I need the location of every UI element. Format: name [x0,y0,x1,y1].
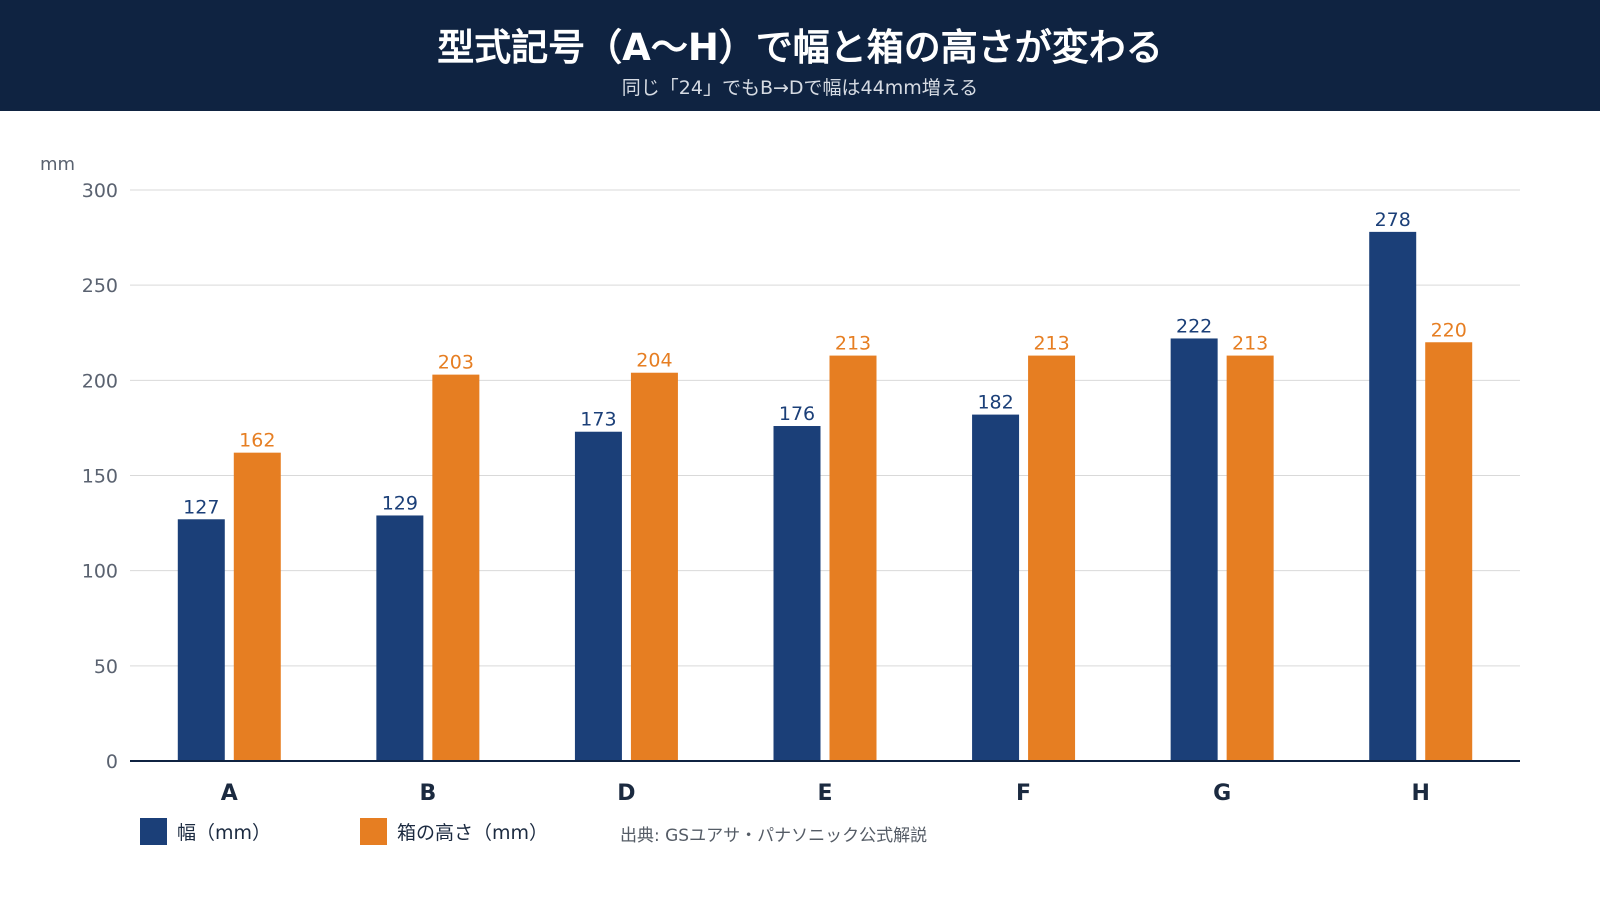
x-tick-label-G: G [1213,781,1231,806]
data-label-height-B: 203 [438,352,474,374]
legend-label-height: 箱の高さ（mm） [397,822,549,844]
data-label-width-F: 182 [977,392,1013,414]
y-tick-label: 300 [82,180,118,202]
legend: 幅（mm） 箱の高さ（mm） 出典: GSユアサ・パナソニック公式解説 [0,818,1600,848]
bar-height-B [432,374,480,761]
legend-label-width: 幅（mm） [177,822,272,844]
x-tick-label-F: F [1016,781,1031,806]
data-label-height-E: 213 [835,333,871,355]
data-label-height-G: 213 [1232,333,1268,355]
bar-height-D [630,372,678,761]
x-tick-label-D: D [617,781,635,806]
data-label-width-A: 127 [183,496,219,518]
chart-title: 型式記号（A〜H）で幅と箱の高さが変わる [437,26,1163,69]
legend-swatch-height [360,818,387,845]
x-tick-label-E: E [817,781,832,806]
data-label-height-D: 204 [636,350,672,372]
bar-width-H [1369,231,1417,761]
bar-width-G [1170,338,1218,761]
y-tick-label: 100 [82,561,118,583]
source-note: 出典: GSユアサ・パナソニック公式解説 [620,826,928,846]
bar-height-H [1425,342,1473,761]
y-tick-label: 200 [82,370,118,392]
y-tick-label: 250 [82,275,118,297]
bar-height-F [1028,355,1076,761]
legend-item-height: 箱の高さ（mm） [360,818,548,845]
data-label-width-E: 176 [779,403,815,425]
data-label-height-F: 213 [1033,333,1069,355]
data-label-height-H: 220 [1431,319,1467,341]
bar-height-E [829,355,877,761]
y-tick-label: 0 [106,751,118,773]
legend-item-width: 幅（mm） [140,818,271,845]
data-label-width-D: 173 [580,409,616,431]
bar-width-B [376,515,424,761]
data-label-width-G: 222 [1176,315,1212,337]
x-tick-label-H: H [1412,781,1430,806]
bar-chart: mm 0 50 100 150 200 250 300 127 162 A 129 203 B 173 204… [40,154,1520,806]
bar-width-A [177,519,225,761]
bar-width-D [574,431,622,761]
x-tick-label-A: A [221,781,238,806]
x-tick-label-B: B [419,781,436,806]
bar-height-A [233,452,281,761]
bar-width-F [972,414,1020,761]
chart-subtitle: 同じ「24」でもB→Dで幅は44mm増える [621,77,979,99]
y-axis-unit-label: mm [40,154,75,175]
bar-width-E [773,426,821,761]
data-label-height-A: 162 [239,430,275,452]
data-label-width-H: 278 [1375,209,1411,231]
bar-height-G [1226,355,1274,761]
y-tick-label: 150 [82,466,118,488]
chart-header: 型式記号（A〜H）で幅と箱の高さが変わる 同じ「24」でもB→Dで幅は44mm増… [0,0,1600,111]
data-label-width-B: 129 [382,492,418,514]
y-tick-label: 50 [94,656,118,678]
legend-swatch-width [140,818,167,845]
